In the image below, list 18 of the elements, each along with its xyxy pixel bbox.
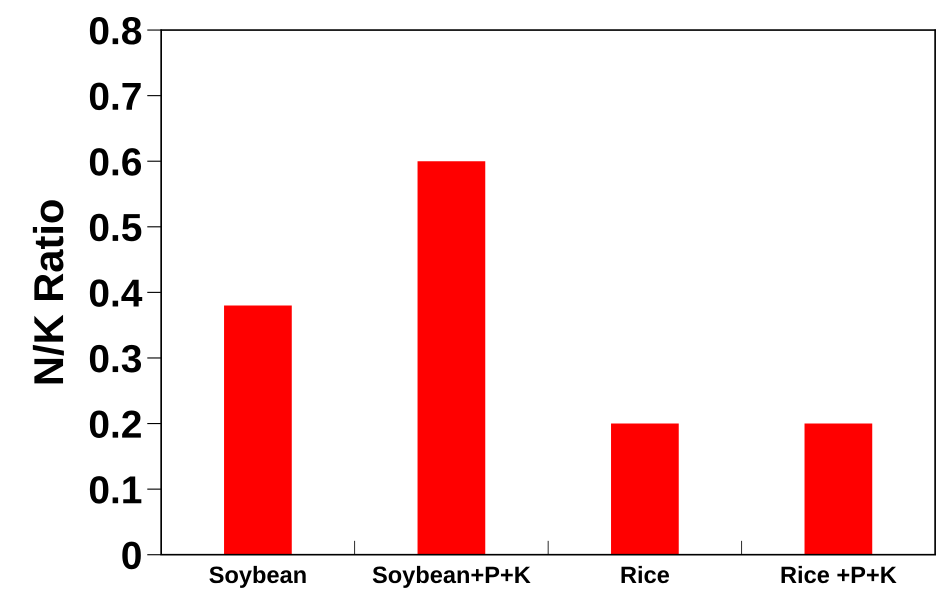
x-tick-label: Rice +P+K (782, 566, 897, 584)
x-tick-label: Soybean+P+K (372, 566, 531, 588)
bar (418, 161, 486, 555)
x-tick-label: Rice (622, 566, 670, 584)
bar (224, 306, 292, 555)
y-tick-label: 0.5 (90, 214, 142, 242)
y-tick-label: 0.2 (90, 410, 141, 438)
x-tick-label: Soybean (209, 566, 306, 588)
y-tick-label: 0 (122, 542, 141, 570)
bar (611, 424, 679, 555)
y-tick-label: 0.8 (90, 16, 142, 45)
y-tick-label: 0.1 (90, 476, 142, 504)
y-tick-label: 0.3 (90, 344, 142, 372)
y-tick-label: 0.4 (90, 279, 142, 307)
y-axis-title: N/K Ratio (32, 200, 64, 384)
y-tick-label: 0.6 (90, 148, 142, 176)
bar (804, 424, 872, 555)
y-tick-label: 0.7 (90, 82, 141, 110)
